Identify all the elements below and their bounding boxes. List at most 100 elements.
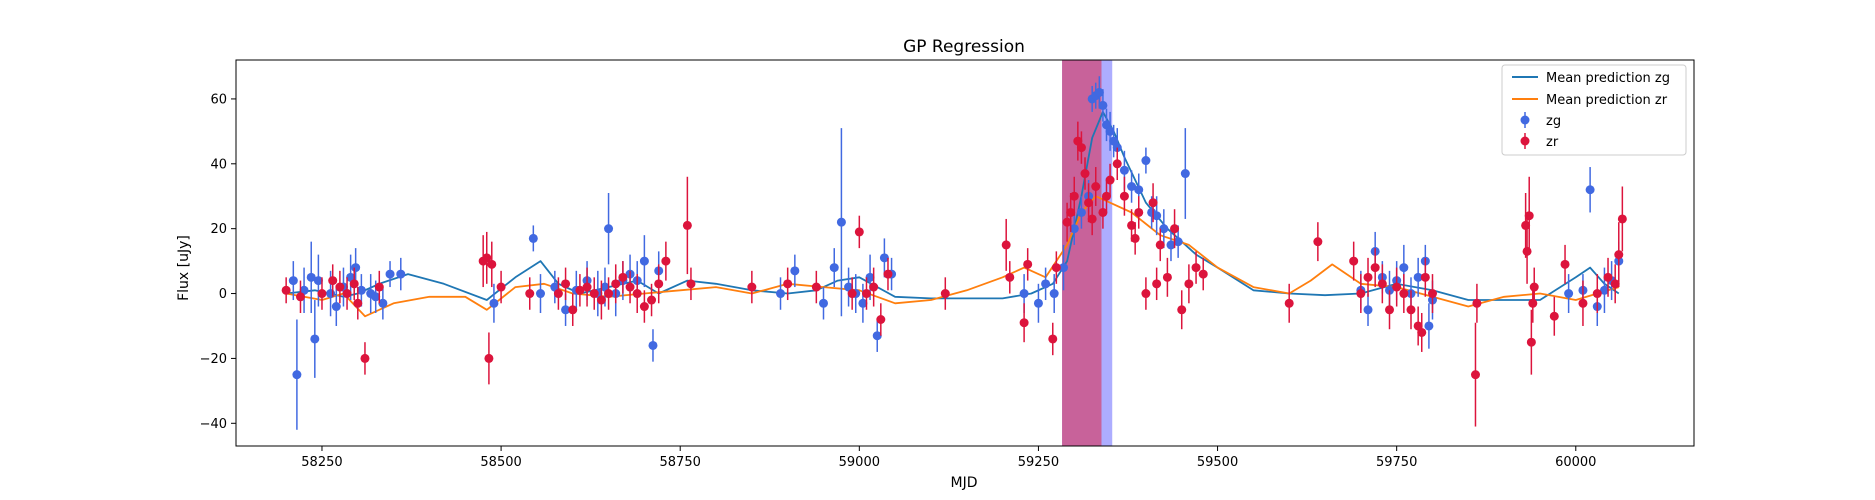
data-point <box>811 282 821 292</box>
data-point <box>1084 198 1094 208</box>
x-tick-label: 58500 <box>480 455 521 470</box>
y-tick-label: 20 <box>210 222 227 237</box>
data-point <box>1524 211 1534 221</box>
data-point <box>1119 191 1129 201</box>
data-point <box>1528 298 1538 308</box>
data-point <box>1033 298 1043 308</box>
data-point <box>374 282 384 292</box>
data-point <box>1392 282 1402 292</box>
data-point <box>1049 289 1059 299</box>
data-point <box>1399 263 1409 273</box>
data-point <box>869 282 879 292</box>
data-point <box>1385 305 1395 315</box>
data-point <box>872 331 882 341</box>
data-point <box>317 289 327 299</box>
data-point <box>1603 272 1613 282</box>
data-point <box>1180 169 1190 179</box>
data-point <box>1105 126 1115 136</box>
x-tick-label: 59000 <box>839 455 880 470</box>
data-point <box>654 279 664 289</box>
series-points-3 <box>281 121 1627 427</box>
data-point <box>829 263 839 273</box>
data-point <box>310 334 320 344</box>
data-point <box>1102 191 1112 201</box>
data-point <box>1066 207 1076 217</box>
data-point <box>1019 318 1029 328</box>
series-points-2 <box>288 76 1624 430</box>
data-point <box>331 302 341 312</box>
data-point <box>1413 272 1423 282</box>
data-point <box>482 253 492 263</box>
data-point <box>1112 159 1122 169</box>
data-point <box>561 305 571 315</box>
plot-frame <box>235 59 1695 447</box>
data-point <box>604 224 614 234</box>
data-point <box>385 269 395 279</box>
data-point <box>1427 289 1437 299</box>
data-point <box>489 298 499 308</box>
data-point <box>1184 279 1194 289</box>
data-point <box>292 370 302 380</box>
data-point <box>618 272 628 282</box>
data-point <box>940 289 950 299</box>
data-point <box>1526 337 1536 347</box>
data-point <box>1617 214 1627 224</box>
data-point <box>1119 165 1129 175</box>
data-point <box>396 269 406 279</box>
data-point <box>1363 305 1373 315</box>
data-point <box>528 233 538 243</box>
y-tick-label: 60 <box>210 92 227 107</box>
data-point <box>1023 259 1033 269</box>
y-tick-label: −20 <box>200 352 227 367</box>
data-point <box>335 282 345 292</box>
data-point <box>525 289 535 299</box>
data-point <box>378 298 388 308</box>
data-point <box>328 276 338 286</box>
data-point <box>1472 298 1482 308</box>
data-point <box>1529 282 1539 292</box>
legend: Mean prediction zg Mean prediction zr zg… <box>1501 64 1687 156</box>
data-point <box>1614 250 1624 260</box>
data-point <box>1127 220 1137 230</box>
data-point <box>1152 211 1162 221</box>
x-tick-label: 58750 <box>660 455 701 470</box>
x-tick-label: 60000 <box>1555 455 1596 470</box>
data-point <box>1076 143 1086 153</box>
data-point <box>349 279 359 289</box>
legend-label-zg-line: Mean prediction zg <box>1546 71 1670 86</box>
data-point <box>360 353 370 363</box>
legend-label-zr-line: Mean prediction zr <box>1546 93 1668 108</box>
data-point <box>596 295 606 305</box>
data-point <box>1470 370 1480 380</box>
data-point <box>1094 87 1104 97</box>
data-point <box>1399 289 1409 299</box>
observations <box>281 76 1627 430</box>
chart-title: GP Regression <box>903 37 1025 57</box>
data-point <box>879 253 889 263</box>
x-axis-label: MJD <box>951 475 978 491</box>
data-point <box>496 282 506 292</box>
y-axis-ticks: −40 −20 0 20 40 60 <box>200 92 236 432</box>
data-point <box>836 217 846 227</box>
data-point <box>1522 246 1532 256</box>
data-point <box>1406 305 1416 315</box>
data-point <box>356 285 366 295</box>
data-point <box>1549 311 1559 321</box>
y-axis-label: Flux [uJy] <box>176 235 192 301</box>
data-point <box>776 289 786 299</box>
data-point <box>625 282 635 292</box>
data-point <box>306 272 316 282</box>
data-point <box>487 259 497 269</box>
data-point <box>1127 182 1137 192</box>
data-point <box>632 289 642 299</box>
data-point <box>1417 327 1427 337</box>
data-point <box>589 289 599 299</box>
data-point <box>686 279 696 289</box>
data-point <box>1363 272 1373 282</box>
data-point <box>1170 224 1180 234</box>
data-point <box>353 298 363 308</box>
data-point <box>371 292 381 302</box>
y-tick-label: 0 <box>219 287 227 302</box>
data-point <box>783 279 793 289</box>
data-point <box>1564 289 1574 299</box>
